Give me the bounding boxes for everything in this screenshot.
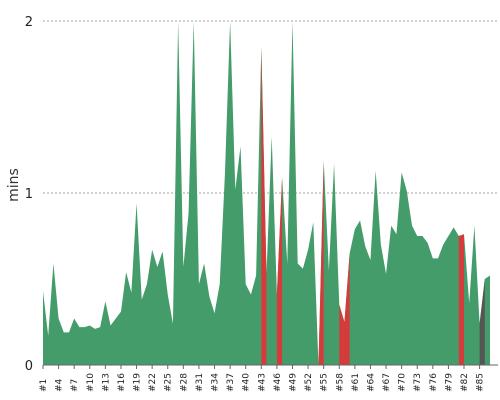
x-tick-label: #79 <box>444 373 454 392</box>
highlight-band <box>479 279 485 365</box>
x-tick-label: #40 <box>242 373 252 392</box>
x-tick-label: #76 <box>429 373 439 392</box>
x-tick-label: #19 <box>133 373 143 392</box>
x-tick-label: #55 <box>320 373 330 392</box>
area-fill <box>43 21 490 365</box>
x-tick-labels: #1 #4 #7 #10 #13 #16 #19 #22 #25 #28 #31 #34 #37 #40 #… <box>39 365 486 392</box>
y-tick-label: 1 <box>25 187 33 202</box>
x-tick-label: #25 <box>164 373 174 392</box>
grid-lines <box>43 20 498 194</box>
highlight-band <box>339 253 350 365</box>
x-tick-label: #1 <box>39 379 49 392</box>
area-series <box>43 21 490 365</box>
x-tick-label: #85 <box>476 373 486 392</box>
highlight-band <box>318 160 324 365</box>
x-tick-label: #13 <box>101 373 111 392</box>
highlight-bands <box>261 46 485 366</box>
y-tick-label: 0 <box>25 359 33 374</box>
y-axis-label: mins <box>6 168 22 202</box>
y-tick-label: 2 <box>25 15 33 30</box>
x-tick-label: #73 <box>413 373 423 392</box>
x-tick-label: #10 <box>86 373 96 392</box>
x-tick-label: #16 <box>117 373 127 392</box>
x-tick-label: #31 <box>195 373 205 392</box>
x-tick-label: #46 <box>273 373 283 392</box>
y-tick-labels: 0 1 2 <box>25 15 33 374</box>
highlight-band <box>276 177 283 365</box>
x-tick-label: #28 <box>179 373 189 392</box>
highlight-band <box>458 234 465 365</box>
x-tick-label: #49 <box>288 373 298 392</box>
x-tick-label: #22 <box>148 373 158 392</box>
x-tick-label: #61 <box>351 373 361 392</box>
x-tick-label: #37 <box>226 373 236 392</box>
x-tick-label: #67 <box>382 373 392 392</box>
highlight-band <box>261 46 267 366</box>
x-tick-label: #34 <box>211 373 221 392</box>
x-tick-label: #64 <box>366 373 376 392</box>
x-tick-label: #82 <box>460 373 470 392</box>
x-tick-label: #52 <box>304 373 314 392</box>
x-tick-label: #43 <box>257 373 267 392</box>
x-tick-label: #4 <box>55 378 65 392</box>
x-tick-label: #58 <box>335 373 345 392</box>
x-tick-label: #70 <box>398 373 408 392</box>
x-tick-label: #7 <box>70 379 80 392</box>
